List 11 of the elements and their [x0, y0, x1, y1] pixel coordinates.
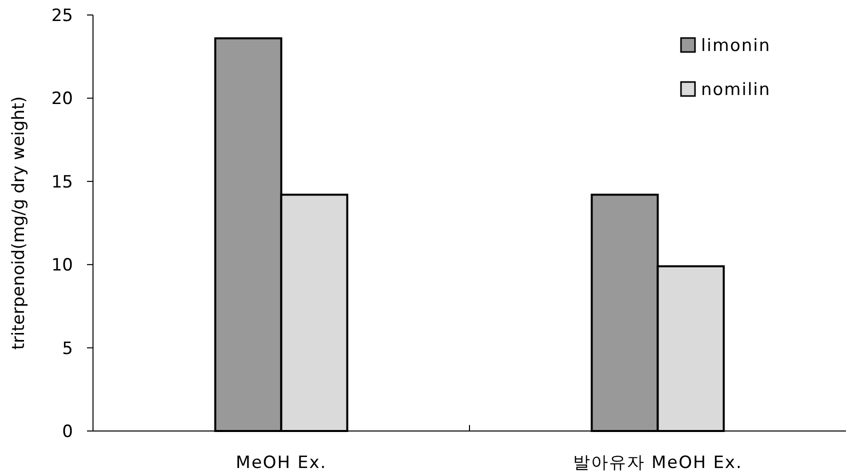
y-tick-label: 10	[51, 256, 73, 276]
y-tick-label: 20	[51, 89, 73, 110]
y-tick-label: 0	[62, 422, 73, 442]
legend-label: limonin	[701, 36, 771, 56]
x-tick-label: 발아유자 MeOH Ex.	[573, 453, 742, 473]
legend-label: nomilin	[701, 80, 771, 100]
y-tick-label: 15	[51, 172, 73, 192]
y-tick-label: 5	[62, 338, 73, 359]
x-tick-label: MeOH Ex.	[236, 453, 327, 473]
y-axis-title: triterpenoid(mg/g dry weight)	[9, 96, 29, 350]
y-tick-label: 25	[51, 6, 73, 26]
